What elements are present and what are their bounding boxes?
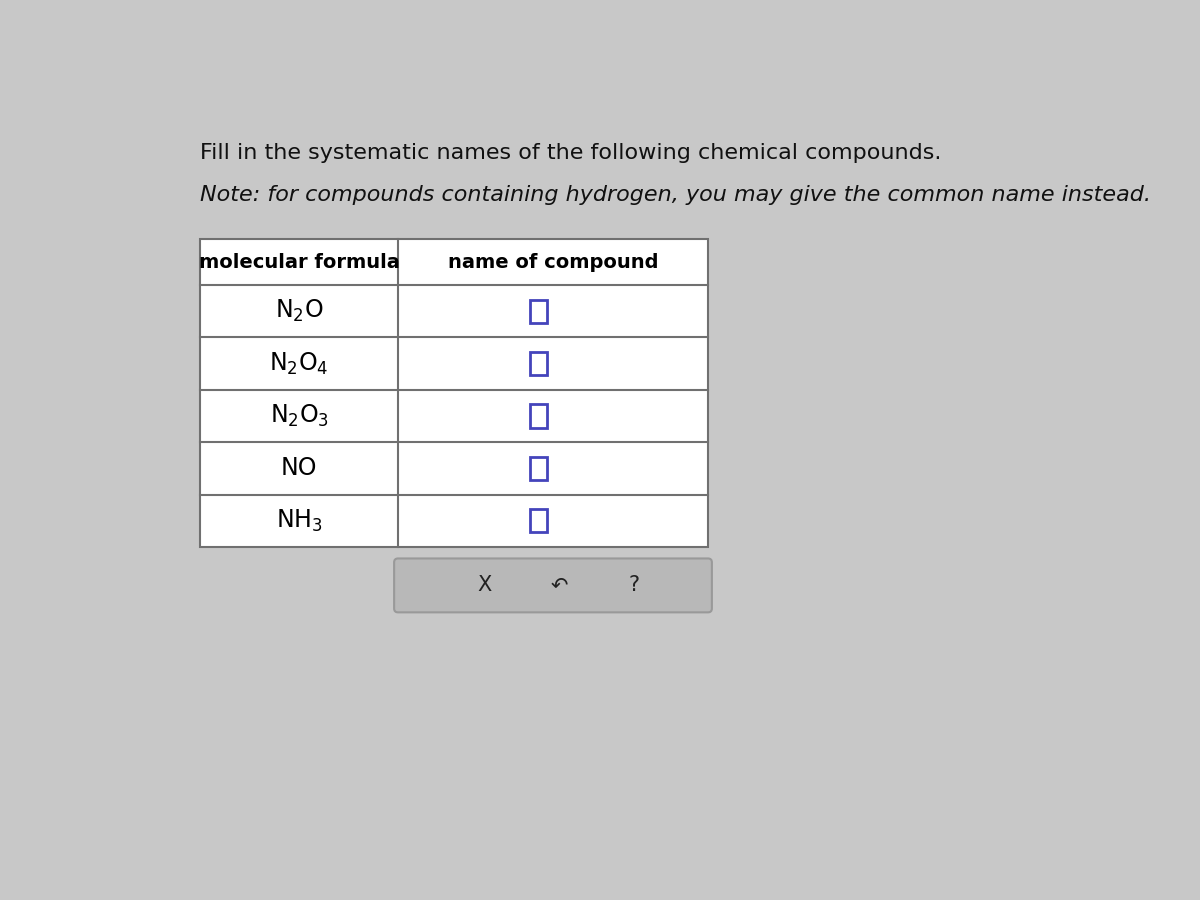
Text: molecular formula: molecular formula	[199, 253, 400, 272]
Bar	[529, 509, 547, 532]
Text: ?: ?	[628, 575, 640, 596]
FancyBboxPatch shape	[394, 558, 712, 612]
Text: Fill in the systematic names of the following chemical compounds.: Fill in the systematic names of the foll…	[200, 142, 942, 163]
Text: $\mathregular{N_2O_3}$: $\mathregular{N_2O_3}$	[270, 403, 329, 429]
Text: $\mathregular{N_2O}$: $\mathregular{N_2O}$	[275, 298, 324, 324]
Text: X: X	[478, 575, 492, 596]
Bar	[200, 238, 708, 547]
Text: NO: NO	[281, 456, 318, 481]
Text: $\mathregular{N_2O_4}$: $\mathregular{N_2O_4}$	[270, 350, 329, 377]
Bar	[529, 404, 547, 428]
Text: Note: for compounds containing hydrogen, you may give the common name instead.: Note: for compounds containing hydrogen,…	[200, 185, 1151, 205]
Bar	[529, 457, 547, 480]
Text: $\mathregular{NH_3}$: $\mathregular{NH_3}$	[276, 508, 323, 534]
Text: name of compound: name of compound	[448, 253, 659, 272]
Text: ↶: ↶	[551, 575, 568, 596]
Bar	[529, 300, 547, 323]
Bar	[529, 352, 547, 375]
